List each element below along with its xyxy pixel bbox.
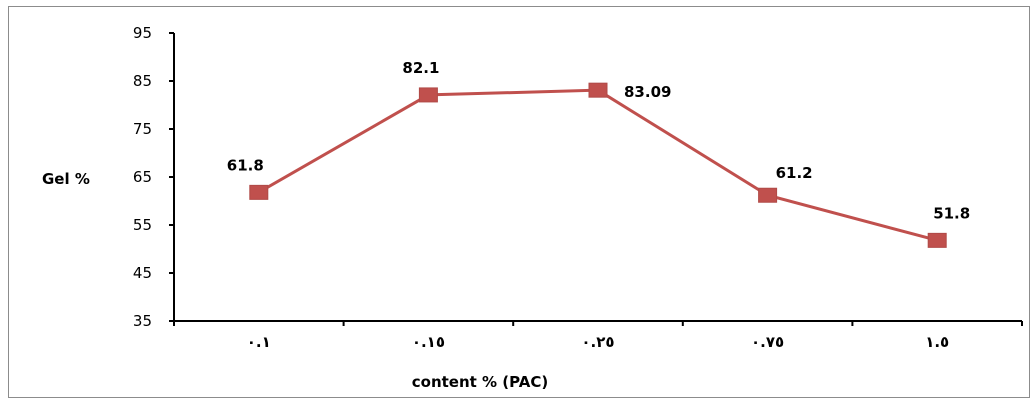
- y-tick-label: 95: [133, 24, 152, 42]
- data-point-marker: [758, 187, 778, 203]
- data-label: 61.8: [227, 156, 264, 174]
- x-tick-label: ٠.٧٥: [751, 333, 784, 351]
- y-axis-title: Gel %: [42, 170, 90, 188]
- y-tick-label: 85: [133, 72, 152, 90]
- series-gel-percent: 61.8 82.1 83.09 61.2 51.8: [227, 59, 970, 248]
- data-label: 51.8: [933, 204, 970, 222]
- data-label: 82.1: [402, 59, 439, 77]
- y-tick-label: 65: [133, 168, 152, 186]
- data-point-marker: [249, 184, 269, 200]
- chart-frame: [8, 6, 1030, 398]
- y-tick-label: 75: [133, 120, 152, 138]
- x-tick-label: ٠.٢٥: [581, 333, 614, 351]
- data-label: 61.2: [776, 164, 813, 182]
- y-tick-label: 35: [133, 312, 152, 330]
- x-tick-label: ٠.١: [247, 333, 271, 351]
- x-axis-title: content % (PAC): [412, 373, 549, 391]
- x-tick-label: ١.٥: [925, 333, 949, 351]
- x-axis: ٠.١ ٠.١٥ ٠.٢٥ ٠.٧٥ ١.٥: [173, 320, 1023, 351]
- x-tick-label: ٠.١٥: [412, 333, 445, 351]
- y-axis: 35 45 55 65 75 85 95: [133, 24, 175, 330]
- data-label: 83.09: [624, 83, 671, 101]
- data-point-marker: [418, 87, 438, 103]
- series-line: [258, 88, 938, 242]
- y-tick-label: 55: [133, 216, 152, 234]
- data-point-marker: [588, 82, 608, 98]
- y-tick-label: 45: [133, 264, 152, 282]
- data-point-marker: [927, 232, 947, 248]
